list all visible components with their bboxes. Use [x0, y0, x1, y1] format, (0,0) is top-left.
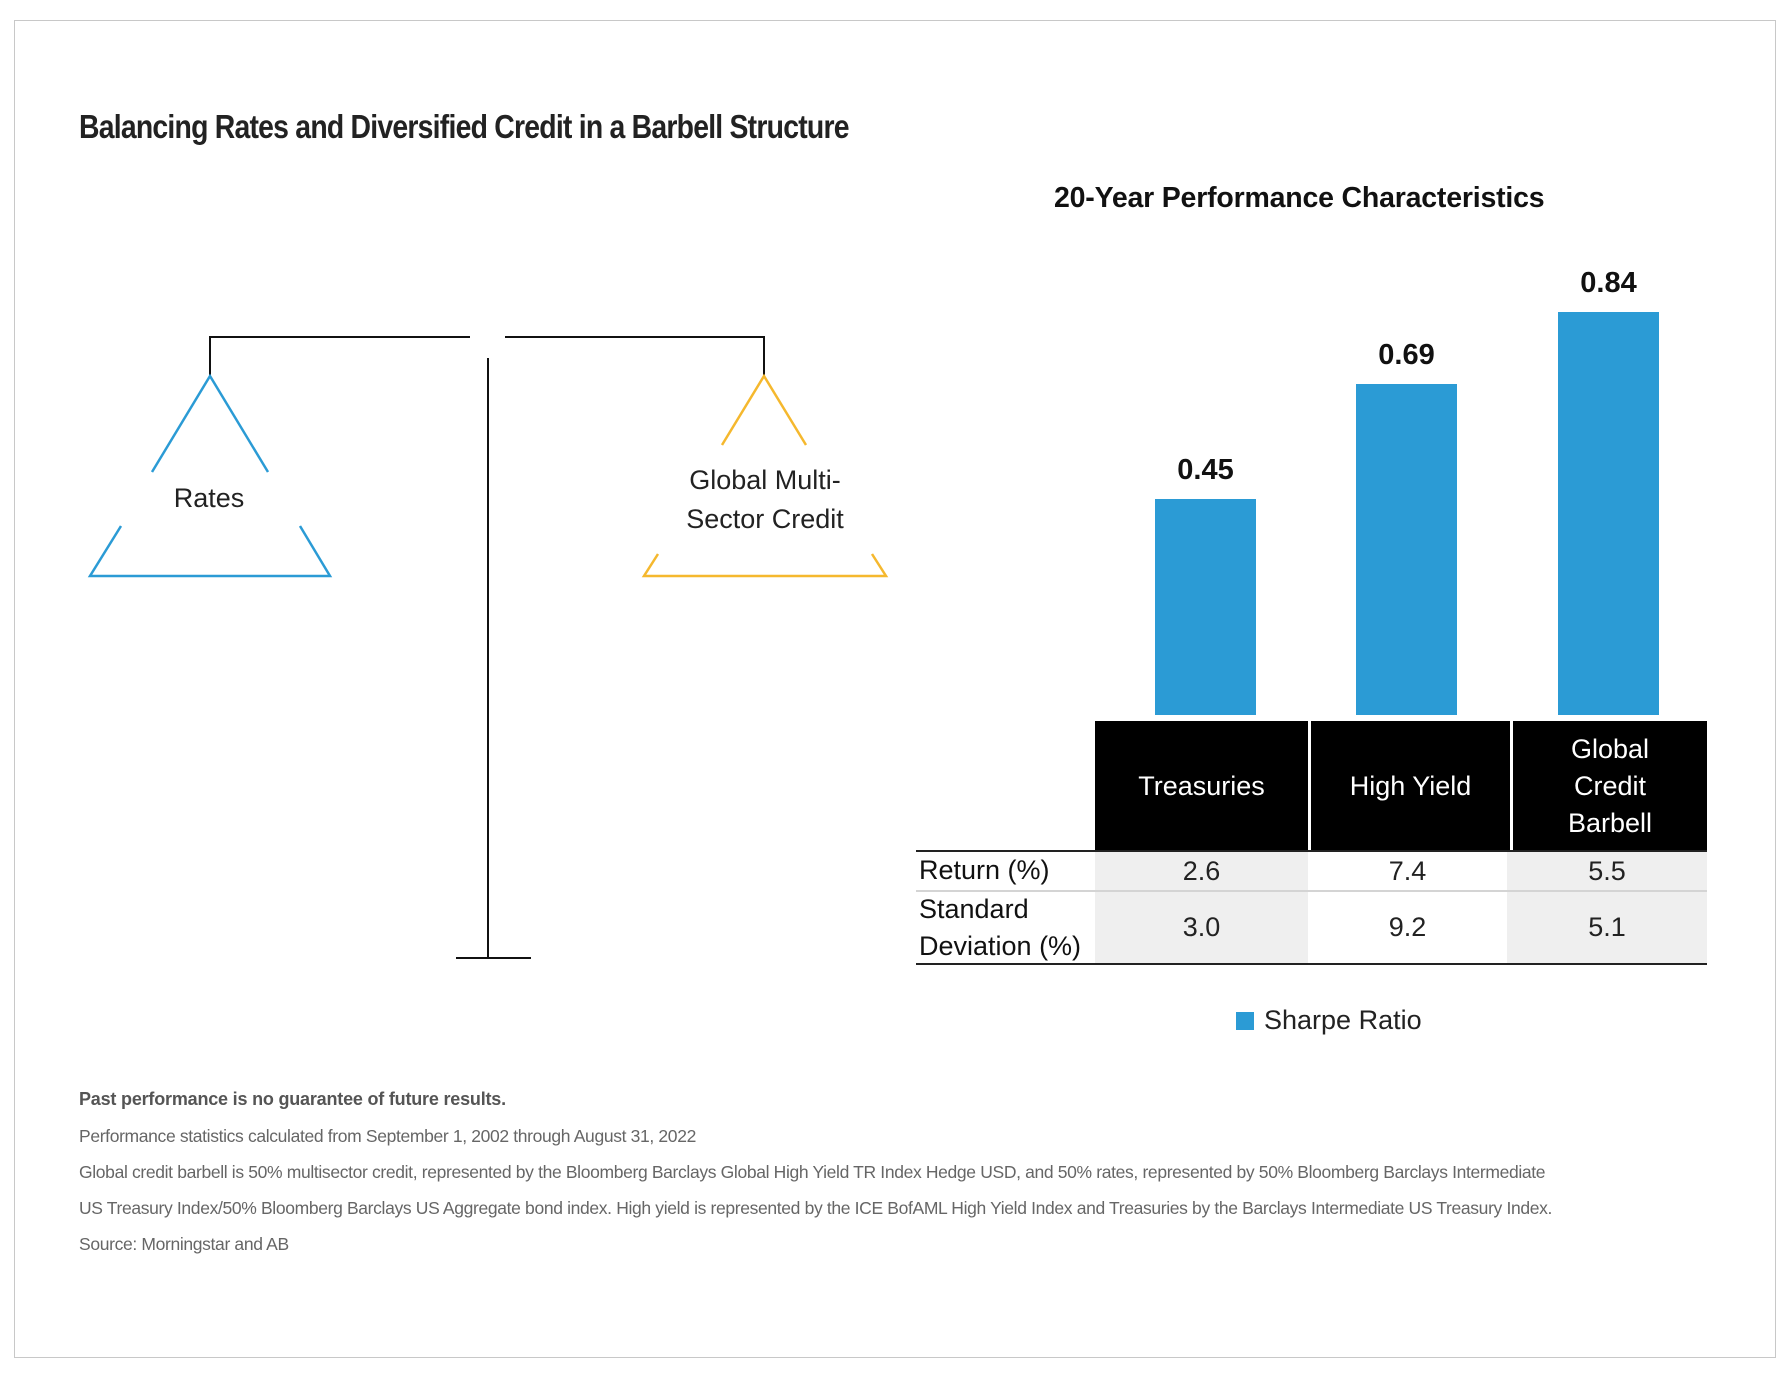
bar-value-label-global-credit-barbell: 0.84: [1580, 266, 1637, 299]
column-header-high-yield: High Yield: [1311, 721, 1510, 851]
cell-stddev-high-yield: 9.2: [1388, 912, 1427, 942]
bar-value-label-high-yield: 0.69: [1378, 338, 1435, 371]
balance-scale-diagram: [87, 336, 889, 959]
credit-pan-icon: [641, 373, 889, 578]
right-beam: [505, 336, 765, 376]
column-header-treasuries: Treasuries: [1095, 721, 1308, 851]
period-note: Performance statistics calculated from S…: [79, 1126, 696, 1146]
bar-value-label-treasuries: 0.45: [1177, 454, 1234, 486]
column-header-label: Global: [1570, 733, 1650, 764]
column-header-label: Credit: [1573, 770, 1646, 801]
column-header-label: Treasuries: [1138, 770, 1265, 801]
row-divider: [916, 890, 1707, 892]
column-header-label: High Yield: [1349, 770, 1472, 801]
definition-note-line2: US Treasury Index/50% Bloomberg Barclays…: [79, 1198, 1553, 1218]
credit-label-line: Global Multi-: [689, 465, 841, 495]
figure-frame: [14, 20, 1776, 1358]
column-header-label-group: Global Credit Barbell: [1568, 731, 1652, 842]
bar-global-credit-barbell: [1558, 311, 1659, 715]
column-header-global-credit-barbell: Global Credit Barbell: [1513, 721, 1707, 851]
legend-label-sharpe-ratio: Sharpe Ratio: [1264, 1005, 1422, 1035]
row-label-return: Return (%): [919, 855, 1050, 885]
credit-label-line: Sector Credit: [686, 504, 844, 534]
source-note: Source: Morningstar and AB: [79, 1234, 289, 1254]
disclaimer-note: Past performance is no guarantee of futu…: [79, 1089, 506, 1109]
rates-pan-icon: [87, 373, 333, 578]
chart-title: 20-Year Performance Characteristics: [1054, 182, 1545, 214]
table-top-rule: [916, 850, 1707, 852]
legend-swatch-sharpe-ratio: [1236, 1012, 1254, 1030]
row-label-std-dev: Standard Deviation (%): [919, 891, 1081, 965]
cell-return-treasuries: 2.6: [1095, 852, 1308, 890]
credit-label: Global Multi- Sector Credit: [655, 461, 875, 539]
figure-title: Balancing Rates and Diversified Credit i…: [79, 108, 850, 145]
scale-frame: [209, 336, 765, 959]
row-label-line: Deviation (%): [919, 931, 1082, 961]
cell-return-barbell: 5.5: [1507, 852, 1707, 890]
cell-stddev-barbell: 5.1: [1507, 892, 1707, 963]
column-header-label: Barbell: [1567, 807, 1653, 838]
rates-label: Rates: [173, 483, 245, 513]
definition-note-line1: Global credit barbell is 50% multisector…: [79, 1162, 1546, 1182]
left-beam: [209, 336, 470, 376]
cell-stddev-treasuries: 3.0: [1095, 892, 1308, 963]
bar-treasuries: [1155, 499, 1256, 715]
row-label-line: Standard: [919, 894, 1029, 924]
bar-high-yield: [1356, 383, 1457, 715]
cell-return-high-yield: 7.4: [1388, 855, 1427, 886]
table-bottom-rule: [916, 963, 1707, 965]
